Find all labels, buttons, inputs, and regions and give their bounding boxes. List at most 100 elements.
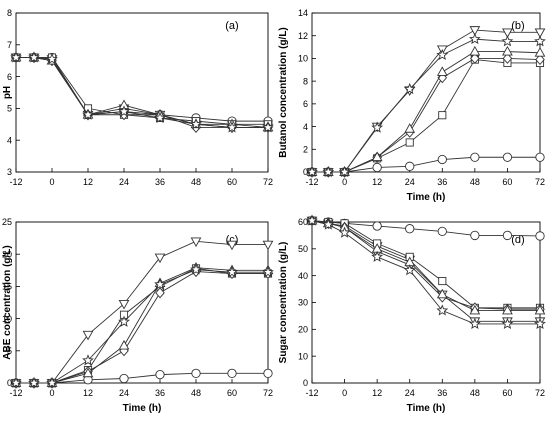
data-point-star	[118, 315, 130, 327]
y-tick-label: 14	[298, 8, 308, 18]
plot-frame	[15, 221, 269, 384]
data-point-triangle-up	[118, 339, 130, 350]
series-triangle-down	[10, 237, 274, 389]
data-point-star	[306, 214, 318, 226]
data-point-triangle-down	[469, 26, 481, 36]
y-tick-label: 20	[2, 249, 12, 259]
data-point-square	[405, 138, 414, 147]
data-point-star	[322, 218, 335, 230]
y-tick-label: 3	[7, 167, 12, 177]
y-tick-label: 8	[7, 8, 12, 18]
data-point-triangle-down	[118, 299, 130, 310]
y-tick-label: 30	[298, 298, 308, 308]
x-tick-label: 72	[263, 388, 273, 398]
panel-1: -12 0 12 24 36 48 60 72 3 4 5 6 7 8 pH (a)	[2, 8, 274, 187]
data-point-triangle-down	[154, 253, 166, 264]
x-tick-label: 48	[191, 388, 201, 398]
x-tick-label: 60	[227, 177, 237, 187]
plot-frame	[15, 12, 269, 173]
data-point-triangle-up	[82, 367, 94, 378]
data-point-triangle-down	[534, 28, 546, 39]
x-tick-label: 0	[49, 388, 54, 398]
data-point-star	[468, 32, 481, 45]
data-point-triangle-up	[436, 288, 448, 299]
data-point-star	[306, 165, 318, 177]
data-point-circle	[470, 152, 480, 162]
x-tick-label: 24	[405, 177, 415, 187]
x-tick-label: 36	[437, 388, 447, 398]
data-point-triangle-down	[262, 240, 274, 251]
series-line	[16, 240, 268, 384]
data-point-star	[322, 165, 335, 177]
data-point-star	[436, 48, 449, 61]
data-point-star	[371, 121, 384, 133]
data-point-circle	[535, 231, 545, 241]
data-point-circle	[263, 368, 273, 378]
x-tick-label: 0	[342, 388, 347, 398]
series-star	[306, 32, 546, 177]
x-tick-label: 72	[535, 388, 545, 398]
y-tick-label: 15	[2, 282, 12, 292]
y-tick-label: 5	[7, 104, 12, 114]
data-point-star	[436, 304, 449, 316]
data-point-triangle-up	[371, 151, 383, 162]
data-point-star	[226, 266, 238, 278]
data-point-circle	[227, 368, 237, 378]
data-point-triangle-up	[469, 45, 481, 56]
data-point-star	[190, 263, 202, 275]
y-tick-label: 0	[303, 378, 308, 388]
x-tick-label: -12	[9, 177, 22, 187]
x-tick-label: -12	[305, 388, 318, 398]
plot-frame	[311, 12, 541, 173]
data-point-triangle-down	[502, 28, 513, 39]
series-star	[10, 51, 274, 133]
series-line	[16, 57, 268, 125]
x-tick-label: 24	[405, 388, 415, 398]
x-tick-label: 12	[372, 388, 382, 398]
data-point-star	[534, 317, 546, 329]
x-tick-label: 0	[49, 177, 54, 187]
y-tick-label: 2	[303, 144, 308, 154]
y-axis-title: Butanol concentration (g/L)	[278, 27, 289, 158]
data-point-star	[403, 82, 416, 95]
data-point-triangle-up	[502, 45, 513, 56]
y-tick-label: 12	[298, 31, 308, 41]
panel-tag: (d)	[511, 234, 524, 246]
plot-frame	[311, 221, 541, 384]
data-point-circle	[502, 230, 513, 241]
x-axis-title: Time (h)	[123, 403, 162, 414]
data-point-triangle-down	[226, 240, 238, 251]
series-square	[11, 264, 273, 388]
y-tick-label: 40	[298, 271, 308, 281]
y-tick-label: 4	[7, 135, 12, 145]
y-tick-label: 60	[298, 217, 308, 227]
y-tick-label: 6	[303, 99, 308, 109]
x-tick-label: 12	[83, 388, 93, 398]
x-tick-label: 60	[502, 388, 512, 398]
data-point-star	[226, 121, 238, 133]
data-point-star	[10, 51, 22, 63]
data-point-star	[338, 165, 351, 177]
data-point-star	[403, 264, 416, 276]
x-tick-label: 24	[119, 388, 129, 398]
data-point-star	[371, 250, 384, 262]
data-point-star	[501, 317, 514, 329]
x-tick-label: 36	[155, 388, 165, 398]
y-tick-label: 10	[298, 54, 308, 64]
data-point-triangle-up	[534, 47, 546, 57]
data-point-diamond	[502, 52, 513, 64]
series-line	[16, 267, 268, 384]
data-point-star	[118, 105, 130, 117]
x-tick-label: 36	[437, 177, 447, 187]
x-tick-label: 36	[155, 177, 165, 187]
y-tick-label: 20	[298, 325, 308, 335]
data-point-star	[468, 317, 481, 329]
data-point-triangle-up	[469, 304, 481, 315]
x-tick-label: 12	[83, 177, 93, 187]
y-tick-label: 0	[7, 378, 12, 388]
data-point-star	[262, 121, 274, 133]
series-star	[10, 263, 274, 388]
